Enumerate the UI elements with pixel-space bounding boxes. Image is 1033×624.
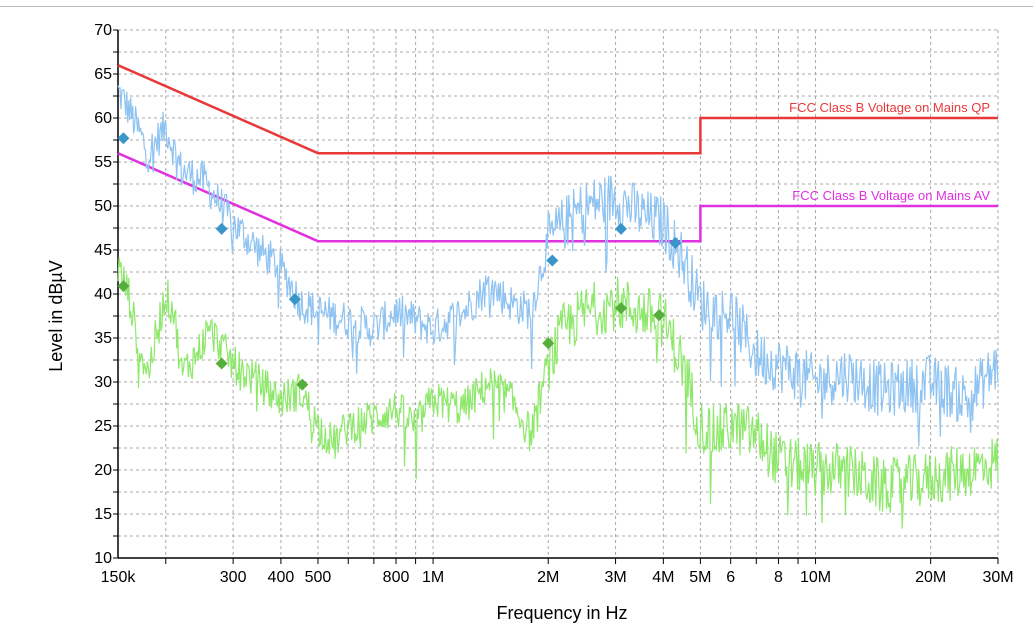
x-tick-label: 500 [305, 569, 332, 586]
y-tick-label: 30 [94, 374, 112, 391]
y-tick-label: 45 [94, 242, 112, 259]
y-tick-label: 25 [94, 418, 112, 435]
marker-diamond [653, 309, 666, 322]
x-tick-label: 300 [220, 569, 247, 586]
x-tick-label: 10M [800, 569, 831, 586]
trace-2 [117, 256, 999, 529]
limit-line-1 [117, 64, 998, 155]
marker-diamond [546, 254, 559, 267]
marker-diamond [117, 132, 130, 145]
limit-line-label: FCC Class B Voltage on Mains QP [789, 100, 990, 115]
x-tick-label: 8 [774, 569, 783, 586]
axes [113, 29, 999, 564]
y-tick-label: 50 [94, 198, 112, 215]
x-tick-label: 5M [689, 569, 711, 586]
x-tick-label: 400 [268, 569, 295, 586]
trace-1 [117, 85, 999, 447]
y-tick-label: 70 [94, 22, 112, 39]
y-tick-label: 35 [94, 330, 112, 347]
y-tick-label: 20 [94, 462, 112, 479]
y-tick-label: 15 [94, 506, 112, 523]
y-tick-label: 65 [94, 66, 112, 83]
tick-labels: 10 15 20 25 30 35 40 45 50 55 60 65 70 150k 300 400 500 8… [94, 22, 1013, 586]
x-tick-label: 20M [915, 569, 946, 586]
x-tick-label: 30M [982, 569, 1013, 586]
marker-diamond [615, 302, 628, 315]
y-tick-label: 40 [94, 286, 112, 303]
marker-diamond [117, 280, 130, 293]
marker-diamond [669, 236, 682, 249]
x-tick-label: 6 [726, 569, 735, 586]
y-tick-label: 55 [94, 154, 112, 171]
marker-diamond [296, 378, 309, 391]
marker-diamond [288, 293, 301, 306]
x-tick-label: 4M [652, 569, 674, 586]
x-tick-label: 1M [422, 569, 444, 586]
x-tick-label: 2M [537, 569, 559, 586]
limit-lines: FCC Class B Voltage on Mains QP FCC Class… [117, 64, 998, 243]
marker-diamond [542, 337, 555, 350]
x-axis-title: Frequency in Hz [496, 603, 627, 623]
measurement-traces [117, 85, 999, 529]
y-tick-label: 60 [94, 110, 112, 127]
x-tick-label: 800 [383, 569, 410, 586]
limit-line-label: FCC Class B Voltage on Mains AV [792, 188, 990, 203]
marker-diamond [215, 357, 228, 370]
measurement-markers [117, 132, 682, 391]
x-tick-label: 3M [604, 569, 626, 586]
marker-diamond [215, 222, 228, 235]
top-border [0, 6, 1033, 7]
marker-diamond [615, 222, 628, 235]
limit-line-2 [117, 152, 998, 243]
x-tick-label: 150k [101, 569, 137, 586]
y-axis-title: Level in dBµV [46, 260, 66, 371]
y-tick-label: 10 [94, 550, 112, 567]
